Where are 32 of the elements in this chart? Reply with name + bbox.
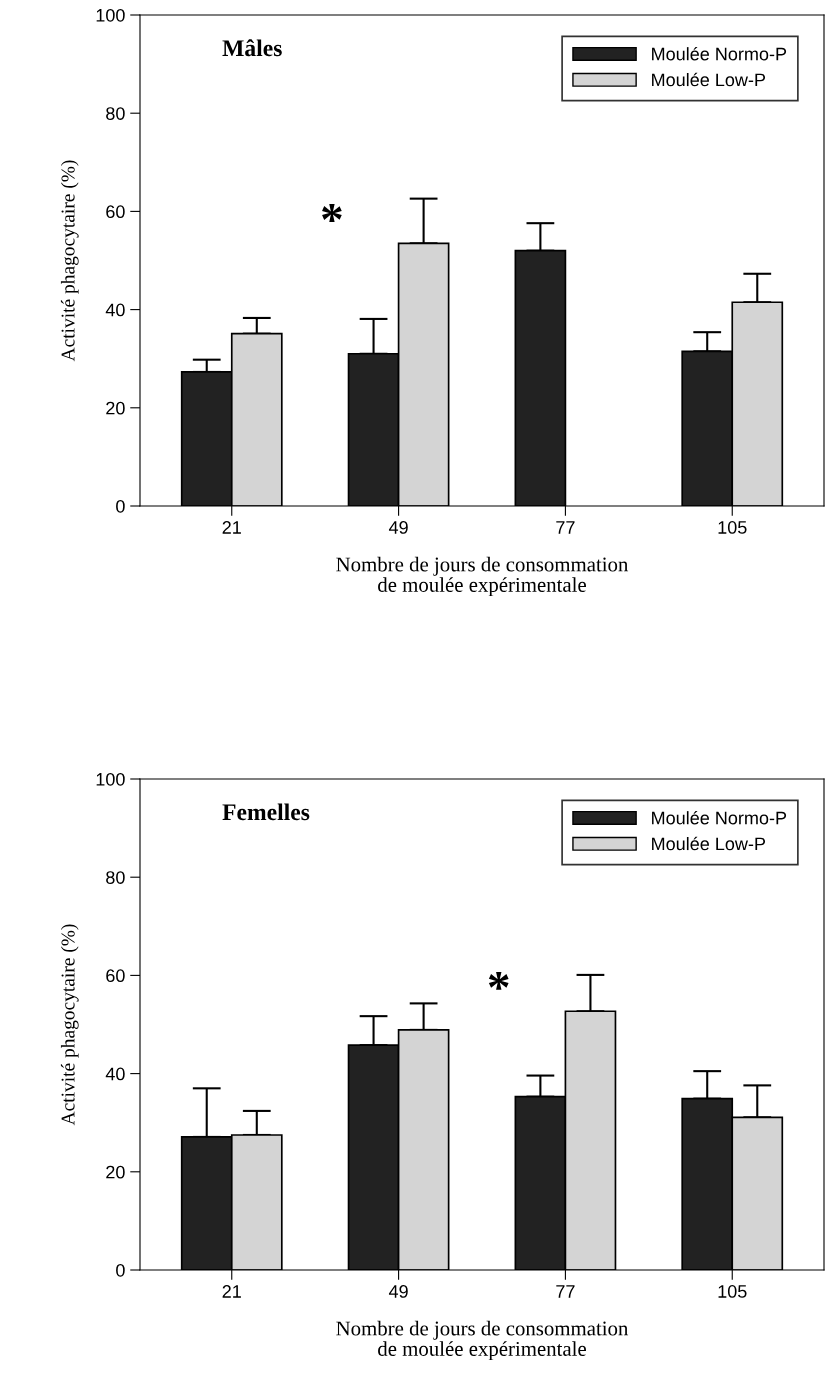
annotation: * (488, 972, 509, 990)
legend-label: Moulée Normo-P (652, 810, 787, 825)
y-tick-label: 40 (105, 1067, 125, 1081)
y-tick-label: 80 (106, 107, 125, 120)
x-tick-label: 105 (718, 521, 747, 534)
y-axis-title: Activité phagocytaire (%) (60, 160, 79, 362)
y-tick-label: 0 (116, 499, 125, 513)
y-tick-label: 100 (96, 8, 125, 22)
y-tick-label: 40 (105, 303, 125, 317)
x-tick-label: 49 (388, 1285, 408, 1298)
legend-label: Moulée Low-P (652, 836, 766, 851)
x-tick-label: 49 (388, 521, 408, 534)
x-tick-label: 21 (222, 1285, 241, 1298)
legend-label: Moulée Normo-P (652, 46, 787, 61)
y-axis-title: Activité phagocytaire (%) (60, 924, 79, 1126)
y-tick-label: 0 (116, 1263, 125, 1277)
legend-label: Moulée Low-P (652, 72, 766, 87)
y-tick-label: 60 (106, 205, 125, 219)
x-tick-label: 77 (556, 521, 575, 534)
x-tick-label: 21 (222, 521, 241, 534)
y-tick-label: 20 (106, 1165, 125, 1179)
x-axis-title: Nombre de jours de consommation de moulée expérimentale (336, 556, 629, 597)
y-tick-label: 60 (106, 969, 125, 983)
annotation: * (322, 204, 342, 222)
text: Mâles (222, 39, 282, 57)
x-tick-label: 77 (556, 1285, 575, 1298)
x-tick-label: 105 (718, 1285, 747, 1298)
y-tick-label: 20 (106, 401, 125, 415)
y-tick-label: 80 (106, 871, 125, 884)
y-tick-label: 100 (96, 772, 125, 786)
text: Femelles (222, 803, 310, 821)
x-axis-title: Nombre de jours de consommation de moulée expérimentale (336, 1320, 629, 1361)
